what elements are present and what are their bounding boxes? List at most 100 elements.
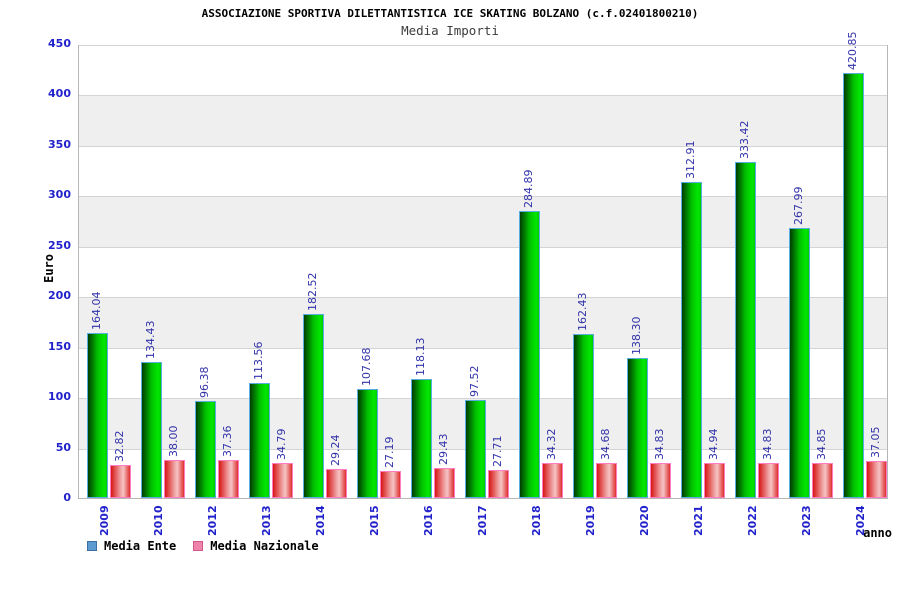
bar-media-ente-2022 (735, 161, 756, 498)
bar-media-nazionale-2017 (488, 470, 509, 498)
plot-area (78, 45, 888, 499)
gridline (79, 196, 887, 198)
bar-media-nazionale-2016 (434, 468, 455, 498)
bar-value-label: 96.38 (198, 366, 211, 398)
y-tick-label: 300 (48, 188, 71, 202)
y-tick-label: 0 (63, 491, 71, 504)
x-tick-label-2015: 2015 (368, 505, 381, 536)
plot-band (79, 96, 887, 147)
bar-media-nazionale-2015 (380, 470, 401, 498)
bar-media-ente-2023 (789, 227, 810, 498)
bar-media-ente-2015 (357, 389, 378, 498)
legend-label-media-nazionale: Media Nazionale (210, 539, 319, 553)
bar-value-label: 420.85 (846, 31, 859, 71)
x-tick-label-2016: 2016 (422, 505, 435, 536)
y-tick-label: 400 (48, 87, 71, 101)
x-tick-label-2019: 2019 (584, 505, 597, 536)
y-tick-label: 50 (55, 440, 71, 454)
legend-item-media-ente: Media Ente (87, 539, 176, 553)
legend-item-media-nazionale: Media Nazionale (193, 539, 319, 553)
chart-title: ASSOCIAZIONE SPORTIVA DILETTANTISTICA IC… (201, 7, 699, 20)
bar-value-label: 107.68 (360, 347, 373, 387)
bar-value-label: 34.94 (707, 428, 720, 460)
bar-value-label: 182.52 (306, 272, 319, 311)
bar-value-label: 32.82 (113, 430, 126, 462)
gridline (79, 347, 887, 349)
y-tick-label: 150 (48, 339, 71, 353)
bar-value-label: 97.52 (468, 365, 481, 397)
bar-media-nazionale-2019 (596, 463, 617, 498)
x-tick-label-2021: 2021 (692, 505, 705, 536)
gridline (79, 297, 887, 299)
x-tick-label-2022: 2022 (746, 505, 759, 536)
bar-media-nazionale-2020 (650, 462, 671, 498)
bar-value-label: 27.19 (383, 436, 396, 468)
x-tick-label-2013: 2013 (260, 505, 273, 536)
y-tick-label: 450 (48, 37, 71, 50)
legend-swatch-media-ente (87, 541, 97, 551)
y-axis-title: Euro (42, 254, 56, 283)
bar-media-nazionale-2022 (758, 462, 779, 498)
bar-value-label: 37.05 (869, 426, 882, 458)
bar-media-nazionale-2024 (866, 460, 887, 498)
bar-media-nazionale-2018 (542, 463, 563, 498)
y-tick-label: 200 (48, 289, 71, 303)
bar-value-label: 284.89 (522, 169, 535, 208)
x-tick-label-2009: 2009 (98, 505, 111, 536)
bar-media-ente-2021 (681, 182, 702, 498)
bar-media-ente-2018 (519, 210, 540, 498)
bar-media-ente-2010 (141, 362, 162, 498)
bar-media-nazionale-2009 (110, 464, 131, 498)
y-tick-label: 350 (48, 137, 71, 151)
chart-subtitle: Media Importi (401, 23, 499, 38)
x-axis-title: anno (863, 526, 892, 540)
x-tick-label-2017: 2017 (476, 505, 489, 536)
bar-value-label: 27.71 (491, 435, 504, 468)
bar-value-label: 267.99 (792, 186, 805, 225)
bar-value-label: 34.68 (599, 428, 612, 461)
x-tick-label-2012: 2012 (206, 505, 219, 536)
bar-media-nazionale-2010 (164, 459, 185, 498)
plot-band (79, 298, 887, 349)
bar-media-ente-2019 (573, 334, 594, 498)
bar-media-ente-2017 (465, 399, 486, 498)
bar-media-nazionale-2012 (218, 460, 239, 498)
bar-media-ente-2016 (411, 378, 432, 498)
x-tick-label-2024: 2024 (854, 505, 867, 536)
bar-value-label: 113.56 (252, 341, 265, 381)
bar-media-ente-2009 (87, 332, 108, 498)
bar-value-label: 34.85 (815, 428, 828, 460)
gridline (79, 95, 887, 97)
bar-media-ente-2013 (249, 383, 270, 498)
bar-value-label: 34.79 (275, 428, 288, 460)
bar-value-label: 34.83 (653, 428, 666, 460)
bar-media-nazionale-2014 (326, 468, 347, 498)
bar-media-nazionale-2023 (812, 462, 833, 498)
bar-value-label: 34.83 (761, 428, 774, 460)
bar-value-label: 312.91 (684, 140, 697, 180)
gridline (79, 45, 887, 46)
gridline (79, 145, 887, 147)
bar-value-label: 162.43 (576, 292, 589, 332)
x-tick-label-2010: 2010 (152, 505, 165, 536)
x-tick-label-2018: 2018 (530, 505, 543, 536)
bar-media-ente-2012 (195, 400, 216, 498)
gridline (79, 246, 887, 248)
bar-media-ente-2024 (843, 73, 864, 498)
gridline (79, 398, 887, 400)
bar-value-label: 38.00 (167, 425, 180, 457)
legend-label-media-ente: Media Ente (104, 539, 177, 553)
bar-media-nazionale-2021 (704, 462, 725, 498)
bar-value-label: 164.04 (90, 291, 103, 330)
bar-value-label: 138.30 (630, 316, 643, 356)
bar-media-nazionale-2013 (272, 462, 293, 498)
bar-value-label: 118.13 (414, 337, 427, 376)
x-tick-label-2014: 2014 (314, 505, 327, 536)
legend-swatch-media-nazionale (193, 541, 204, 551)
bar-value-label: 37.36 (221, 425, 234, 458)
x-tick-label-2023: 2023 (800, 505, 813, 536)
bar-value-label: 333.42 (738, 120, 751, 159)
y-tick-label: 100 (48, 390, 71, 404)
bar-value-label: 34.32 (545, 428, 558, 461)
bar-media-ente-2014 (303, 313, 324, 498)
